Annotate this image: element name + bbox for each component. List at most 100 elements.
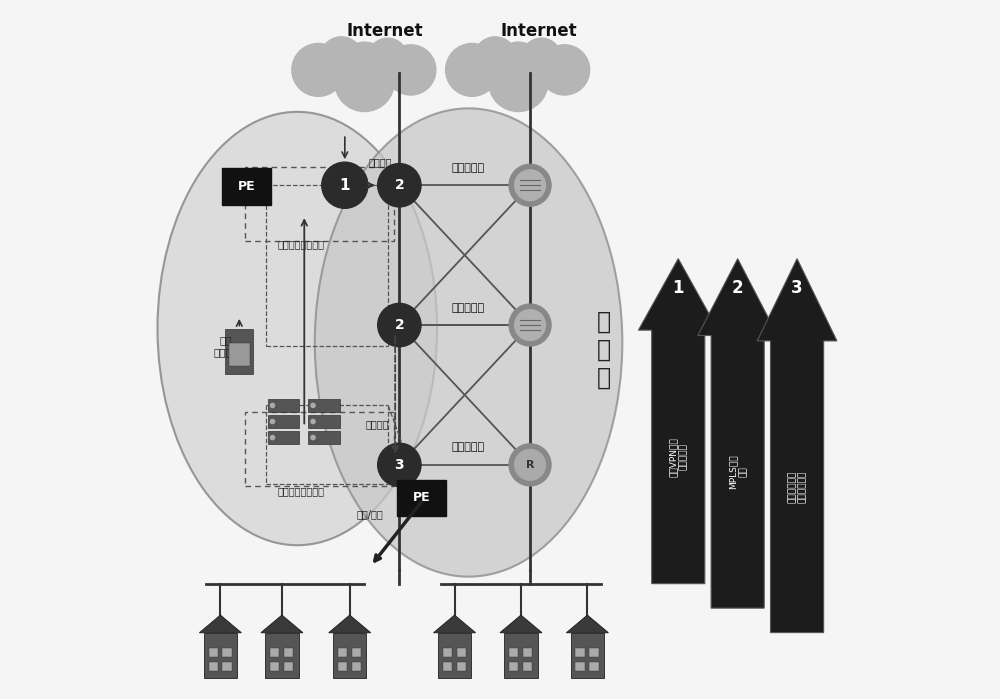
Text: 3: 3 bbox=[395, 458, 404, 472]
FancyBboxPatch shape bbox=[270, 648, 279, 657]
Circle shape bbox=[509, 444, 551, 486]
FancyBboxPatch shape bbox=[268, 431, 299, 444]
FancyBboxPatch shape bbox=[443, 662, 452, 671]
Text: 汇聚路由器: 汇聚路由器 bbox=[452, 303, 485, 312]
Circle shape bbox=[539, 45, 590, 95]
FancyBboxPatch shape bbox=[222, 662, 232, 671]
Circle shape bbox=[292, 43, 345, 96]
Text: 业务
管理平台: 业务 管理平台 bbox=[213, 336, 238, 356]
Circle shape bbox=[515, 449, 545, 480]
Text: Internet: Internet bbox=[500, 22, 577, 41]
Circle shape bbox=[311, 419, 315, 424]
FancyBboxPatch shape bbox=[457, 662, 466, 671]
Polygon shape bbox=[566, 615, 608, 633]
Circle shape bbox=[494, 42, 543, 91]
Text: 1: 1 bbox=[340, 178, 350, 193]
Text: 2: 2 bbox=[732, 279, 743, 297]
Polygon shape bbox=[199, 615, 241, 633]
Circle shape bbox=[489, 52, 548, 112]
FancyBboxPatch shape bbox=[265, 633, 299, 678]
Text: Internet: Internet bbox=[346, 22, 423, 41]
Text: PE: PE bbox=[237, 180, 255, 193]
Circle shape bbox=[522, 38, 561, 78]
FancyBboxPatch shape bbox=[571, 633, 604, 678]
Circle shape bbox=[311, 403, 315, 408]
FancyBboxPatch shape bbox=[284, 648, 293, 657]
FancyBboxPatch shape bbox=[222, 648, 232, 657]
Text: 流量牢引: 流量牢引 bbox=[369, 157, 392, 167]
Polygon shape bbox=[757, 259, 837, 633]
FancyBboxPatch shape bbox=[509, 648, 518, 657]
FancyBboxPatch shape bbox=[352, 648, 361, 657]
Text: 异常流量清洗部件: 异常流量清洗部件 bbox=[277, 240, 324, 250]
Circle shape bbox=[515, 310, 545, 340]
Text: 3: 3 bbox=[791, 279, 803, 297]
Text: 1: 1 bbox=[672, 279, 684, 297]
FancyBboxPatch shape bbox=[268, 399, 299, 412]
FancyBboxPatch shape bbox=[284, 662, 293, 671]
Text: 2: 2 bbox=[394, 178, 404, 192]
Text: 分光/镜像: 分光/镜像 bbox=[357, 509, 383, 519]
Polygon shape bbox=[698, 259, 778, 608]
Polygon shape bbox=[638, 259, 718, 584]
Text: PE: PE bbox=[413, 491, 431, 504]
FancyBboxPatch shape bbox=[222, 168, 271, 205]
FancyBboxPatch shape bbox=[575, 648, 585, 657]
Polygon shape bbox=[434, 615, 476, 633]
Text: 业务路由器: 业务路由器 bbox=[452, 442, 485, 452]
Text: 核心路由器: 核心路由器 bbox=[452, 163, 485, 173]
FancyBboxPatch shape bbox=[308, 431, 340, 444]
Text: 弹出标签开发
送到用户网络: 弹出标签开发 送到用户网络 bbox=[787, 470, 807, 503]
FancyBboxPatch shape bbox=[229, 343, 250, 366]
FancyBboxPatch shape bbox=[338, 662, 347, 671]
Text: MPLS标签
交换: MPLS标签 交换 bbox=[728, 454, 747, 489]
Circle shape bbox=[335, 52, 394, 112]
Circle shape bbox=[340, 42, 389, 91]
FancyBboxPatch shape bbox=[338, 648, 347, 657]
Polygon shape bbox=[329, 615, 371, 633]
Ellipse shape bbox=[315, 108, 622, 577]
Text: 城
域
网: 城 域 网 bbox=[596, 310, 611, 389]
Circle shape bbox=[322, 162, 368, 208]
Circle shape bbox=[509, 304, 551, 346]
Circle shape bbox=[509, 164, 551, 206]
Circle shape bbox=[386, 45, 436, 95]
FancyBboxPatch shape bbox=[209, 648, 218, 657]
FancyBboxPatch shape bbox=[509, 662, 518, 671]
Circle shape bbox=[378, 164, 421, 207]
FancyBboxPatch shape bbox=[457, 648, 466, 657]
FancyBboxPatch shape bbox=[523, 662, 532, 671]
FancyBboxPatch shape bbox=[352, 662, 361, 671]
FancyBboxPatch shape bbox=[268, 415, 299, 428]
Text: R: R bbox=[526, 460, 534, 470]
Circle shape bbox=[270, 435, 275, 440]
Polygon shape bbox=[261, 615, 303, 633]
Circle shape bbox=[378, 443, 421, 487]
Circle shape bbox=[474, 37, 516, 79]
Circle shape bbox=[270, 403, 275, 408]
Circle shape bbox=[270, 419, 275, 424]
FancyBboxPatch shape bbox=[397, 480, 446, 516]
FancyBboxPatch shape bbox=[589, 648, 599, 657]
FancyBboxPatch shape bbox=[504, 633, 538, 678]
Circle shape bbox=[378, 303, 421, 347]
FancyBboxPatch shape bbox=[204, 633, 237, 678]
Circle shape bbox=[320, 37, 363, 79]
Polygon shape bbox=[500, 615, 542, 633]
Text: 异常流量探测部件: 异常流量探测部件 bbox=[277, 486, 324, 496]
FancyBboxPatch shape bbox=[438, 633, 471, 678]
FancyBboxPatch shape bbox=[575, 662, 585, 671]
FancyBboxPatch shape bbox=[589, 662, 599, 671]
Text: 流量回注: 流量回注 bbox=[366, 419, 389, 429]
FancyBboxPatch shape bbox=[209, 662, 218, 671]
Ellipse shape bbox=[157, 112, 437, 545]
FancyBboxPatch shape bbox=[523, 648, 532, 657]
FancyBboxPatch shape bbox=[333, 633, 366, 678]
Circle shape bbox=[515, 170, 545, 201]
Text: 2: 2 bbox=[394, 318, 404, 332]
FancyBboxPatch shape bbox=[308, 415, 340, 428]
FancyBboxPatch shape bbox=[308, 399, 340, 412]
Circle shape bbox=[311, 435, 315, 440]
FancyBboxPatch shape bbox=[225, 329, 253, 374]
FancyBboxPatch shape bbox=[443, 648, 452, 657]
